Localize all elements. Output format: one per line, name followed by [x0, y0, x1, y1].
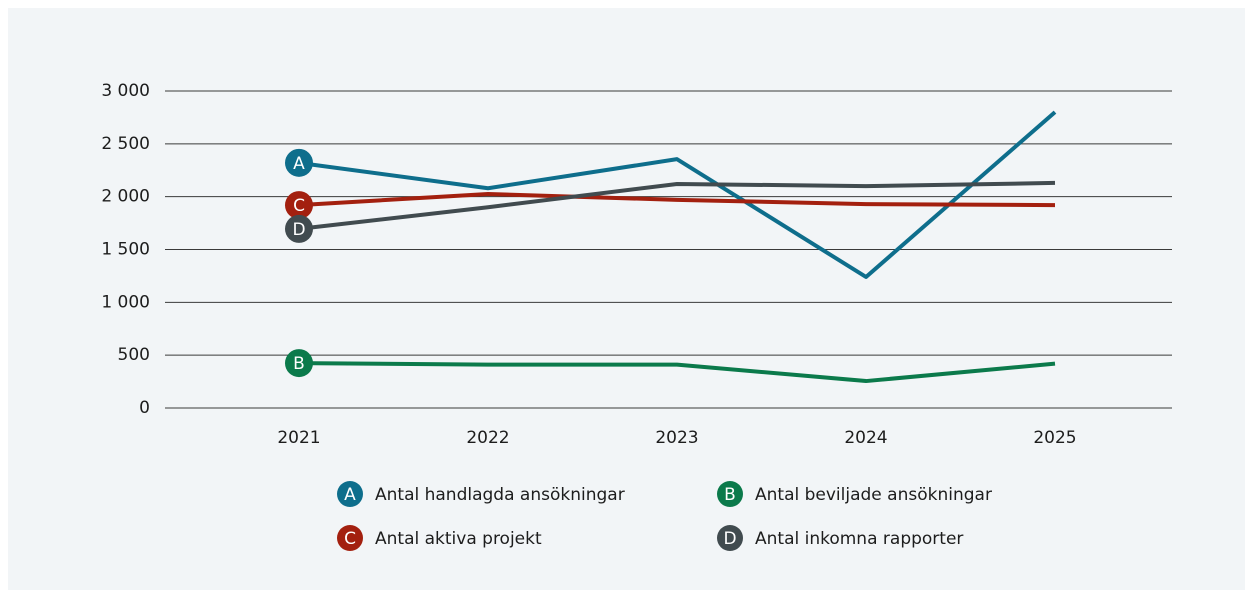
series-line [298, 192, 1056, 208]
series-line [298, 361, 1056, 384]
series-badge-letter: C [293, 196, 305, 216]
legend-label: Antal inkomna rapporter [755, 529, 963, 549]
series-badge-letter: A [293, 154, 305, 174]
series-line [298, 180, 1056, 231]
legend-badge [717, 481, 743, 507]
y-tick-label: 1 000 [101, 292, 150, 312]
y-tick-label: 500 [118, 345, 150, 365]
series-line [298, 110, 1057, 279]
legend-badge-letter: C [344, 529, 356, 549]
y-tick-label: 0 [139, 398, 150, 418]
y-tick-label: 1 500 [101, 240, 150, 260]
legend-label: Antal aktiva projekt [375, 529, 542, 549]
y-tick-label: 2 500 [101, 134, 150, 154]
legend-badge-letter: D [723, 529, 736, 549]
series-badge [285, 148, 313, 177]
series-badge [285, 349, 313, 378]
x-tick-label: 2022 [466, 428, 509, 448]
x-tick-label: 2021 [277, 428, 320, 448]
legend-badge [717, 525, 743, 551]
legend-badge [337, 525, 363, 551]
y-tick-label: 3 000 [101, 81, 150, 101]
x-tick-label: 2023 [655, 428, 698, 448]
legend-badge-letter: A [344, 485, 356, 505]
series-badge-letter: B [293, 354, 305, 374]
y-tick-label: 2 000 [101, 187, 150, 207]
chart-panel [8, 8, 1245, 590]
x-tick-label: 2024 [844, 428, 887, 448]
series-badge [285, 214, 313, 243]
legend-label: Antal beviljade ansökningar [755, 485, 992, 505]
x-tick-label: 2025 [1033, 428, 1076, 448]
legend-badge-letter: B [724, 485, 736, 505]
series-badge [285, 191, 313, 220]
series-badge-letter: D [292, 220, 305, 240]
legend-label: Antal handlagda ansökningar [375, 485, 625, 505]
legend-badge [337, 481, 363, 507]
